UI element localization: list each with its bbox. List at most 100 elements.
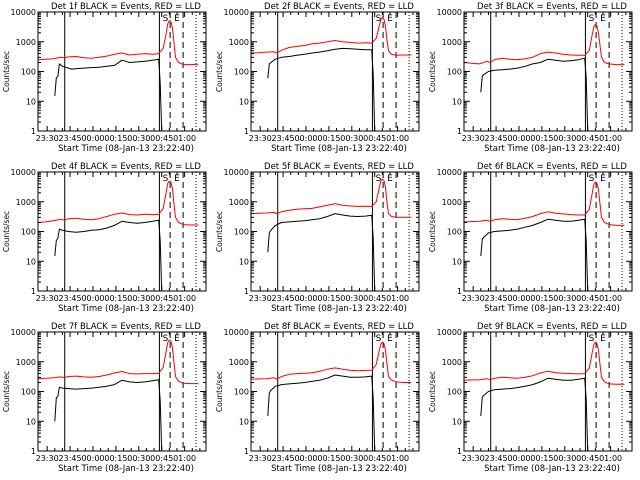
- x-tick-label: 01:00: [386, 294, 409, 303]
- series-line-lld: [463, 24, 625, 66]
- y-tick-label: 10000: [224, 8, 249, 17]
- x-tick-label: 23:30: [36, 454, 59, 463]
- x-axis-label: Start Time (08-Jan-13 23:22:40): [271, 464, 407, 474]
- series-line-events: [54, 219, 164, 292]
- y-tick-label: 100: [447, 228, 462, 237]
- x-tick-label: 00:15: [317, 454, 340, 463]
- y-tick-label: 10000: [437, 168, 462, 177]
- y-tick-label: 1000: [16, 358, 36, 367]
- series-line-events: [480, 377, 590, 452]
- x-tick-label: 23:45: [59, 454, 82, 463]
- x-tick-label: 00:30: [127, 134, 150, 143]
- marker-label: E: [387, 174, 393, 184]
- x-tick-label: 00:45: [363, 134, 386, 143]
- y-tick-label: 10: [452, 417, 462, 426]
- x-tick-label: 01:00: [599, 454, 622, 463]
- marker-label: S: [589, 334, 595, 344]
- marker-label: S: [589, 14, 595, 24]
- x-tick-label: 00:30: [553, 294, 576, 303]
- y-tick-label: 10000: [437, 8, 462, 17]
- plot-frame: [37, 331, 207, 452]
- series-line-lld: [250, 178, 412, 218]
- chart-title: Det 5f BLACK = Events, RED = LLD: [264, 162, 414, 172]
- y-tick-label: 1: [244, 447, 249, 456]
- x-tick-label: 23:45: [485, 454, 508, 463]
- x-tick-label: 00:45: [576, 454, 599, 463]
- x-tick-label: 00:00: [294, 134, 317, 143]
- chart-title: Det 6f BLACK = Events, RED = LLD: [477, 162, 627, 172]
- y-axis-label: Counts/sec: [2, 371, 11, 412]
- y-tick-label: 10: [452, 257, 462, 266]
- y-tick-label: 10: [26, 97, 36, 106]
- x-tick-label: 00:30: [340, 134, 363, 143]
- x-tick-label: 01:00: [386, 454, 409, 463]
- chart-title: Det 3f BLACK = Events, RED = LLD: [477, 2, 627, 12]
- x-tick-label: 01:00: [173, 134, 196, 143]
- x-tick-label: 01:00: [173, 454, 196, 463]
- x-tick-label: 00:45: [150, 454, 173, 463]
- x-axis-label: Start Time (08-Jan-13 23:22:40): [58, 304, 194, 314]
- x-tick-label: 23:45: [272, 454, 295, 463]
- x-tick-label: 00:30: [340, 294, 363, 303]
- y-tick-label: 100: [234, 68, 249, 77]
- y-tick-label: 1: [31, 287, 36, 296]
- y-tick-label: 10000: [11, 8, 36, 17]
- y-tick-label: 10: [239, 97, 249, 106]
- y-tick-label: 1: [457, 287, 462, 296]
- x-tick-label: 23:30: [249, 134, 272, 143]
- y-tick-label: 10000: [437, 328, 462, 337]
- x-tick-label: 23:45: [485, 294, 508, 303]
- chart-title: Det 9f BLACK = Events, RED = LLD: [477, 322, 627, 332]
- x-axis-label: Start Time (08-Jan-13 23:22:40): [271, 304, 407, 314]
- y-tick-label: 10000: [224, 328, 249, 337]
- y-axis-label: Counts/sec: [428, 51, 437, 92]
- marker-label: E: [387, 334, 393, 344]
- x-tick-label: 23:30: [462, 294, 485, 303]
- x-tick-label: 00:00: [294, 454, 317, 463]
- x-tick-label: 23:30: [249, 454, 272, 463]
- y-tick-label: 1: [31, 127, 36, 136]
- plot-frame: [37, 11, 207, 132]
- marker-label: S: [376, 174, 382, 184]
- series-line-events: [267, 374, 377, 452]
- x-axis-label: Start Time (08-Jan-13 23:22:40): [58, 464, 194, 474]
- y-tick-label: 1000: [229, 38, 249, 47]
- series-line-events: [54, 379, 164, 452]
- marker-label: E: [387, 14, 393, 24]
- marker-label: S: [376, 334, 382, 344]
- y-tick-label: 10: [26, 257, 36, 266]
- y-tick-label: 10000: [11, 328, 36, 337]
- x-tick-label: 00:15: [104, 134, 127, 143]
- x-tick-label: 00:00: [507, 294, 530, 303]
- chart-title: Det 2f BLACK = Events, RED = LLD: [264, 2, 414, 12]
- marker-label: E: [600, 14, 606, 24]
- x-tick-label: 01:00: [386, 134, 409, 143]
- y-tick-label: 10: [452, 97, 462, 106]
- y-tick-label: 100: [447, 68, 462, 77]
- x-tick-label: 23:30: [36, 134, 59, 143]
- series-line-lld: [463, 341, 625, 385]
- y-tick-label: 100: [234, 228, 249, 237]
- x-tick-label: 23:45: [485, 134, 508, 143]
- series-line-events: [480, 218, 590, 292]
- y-tick-label: 1000: [16, 38, 36, 47]
- x-tick-label: 23:45: [272, 294, 295, 303]
- x-axis-label: Start Time (08-Jan-13 23:22:40): [484, 464, 620, 474]
- x-tick-label: 00:30: [127, 294, 150, 303]
- series-line-events: [267, 213, 377, 292]
- y-axis-label: Counts/sec: [428, 371, 437, 412]
- marker-label: S: [163, 174, 169, 184]
- series-line-events: [267, 47, 377, 132]
- x-tick-label: 23:30: [462, 454, 485, 463]
- plot-frame: [37, 171, 207, 292]
- y-axis-label: Counts/sec: [215, 51, 224, 92]
- chart-title: Det 1f BLACK = Events, RED = LLD: [51, 2, 201, 12]
- x-tick-label: 00:00: [81, 134, 104, 143]
